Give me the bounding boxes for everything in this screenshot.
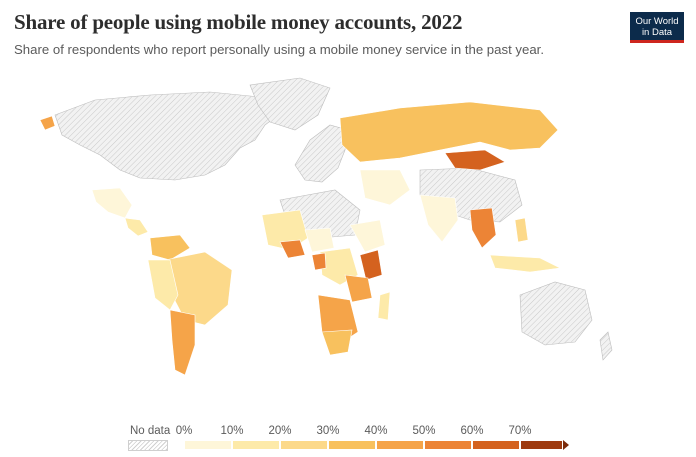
australia-region [519,281,593,346]
owid-logo[interactable]: Our World in Data [630,12,684,43]
madagascar-region [377,291,391,321]
legend-bin-70-plus [520,440,563,450]
logo-line-1: Our World [635,16,679,27]
colombia-venezuela-region [149,234,191,261]
legend-no-data-swatch [128,440,168,451]
philippines-region [514,217,529,243]
east-africa-region [349,219,386,253]
mexico-region [91,187,133,219]
legend-bin-10-20 [232,440,280,450]
logo-line-2: in Data [641,27,673,38]
nigeria-region [304,227,335,253]
legend-tick-60: 60% [460,425,484,437]
legend-tick-10: 10% [220,425,244,437]
legend-bin-40-50 [376,440,424,450]
legend-bin-50-60 [424,440,472,450]
legend-tick-20: 20% [268,425,292,437]
new-zealand-region [599,331,613,361]
europe-region [294,124,349,183]
legend-tick-70: 70% [508,425,532,437]
alaska-region [39,115,56,131]
page-title: Share of people using mobile money accou… [14,10,463,34]
page-subtitle: Share of respondents who report personal… [14,42,544,57]
kenya-region [359,249,383,281]
congo-region [311,252,327,271]
argentina-region [169,309,196,376]
north-america-region [54,91,286,181]
india-region [419,194,459,243]
thailand-region [469,207,497,249]
legend-bin-30-40 [328,440,376,450]
middle-east-region [359,169,411,206]
central-america-region [124,217,149,237]
peru-bolivia-region [147,259,179,311]
south-africa-region [321,329,353,356]
legend-bin-0-10 [184,440,232,450]
ghana-ivory-coast-region [279,239,306,259]
tanzania-region [344,274,373,303]
world-map [39,77,613,376]
russia-region [339,101,559,163]
greenland-region [249,77,331,131]
indonesia-region [489,254,562,273]
legend-bin-20-30 [280,440,328,450]
legend-tick-50: 50% [412,425,436,437]
legend-arrow-icon [563,440,569,450]
mongolia-region [444,149,506,171]
legend-tick-40: 40% [364,425,388,437]
legend-no-data-label: No data [130,425,171,437]
legend-tick-30: 30% [316,425,340,437]
legend-tick-0: 0% [175,425,193,437]
legend-bin-60-70 [472,440,520,450]
